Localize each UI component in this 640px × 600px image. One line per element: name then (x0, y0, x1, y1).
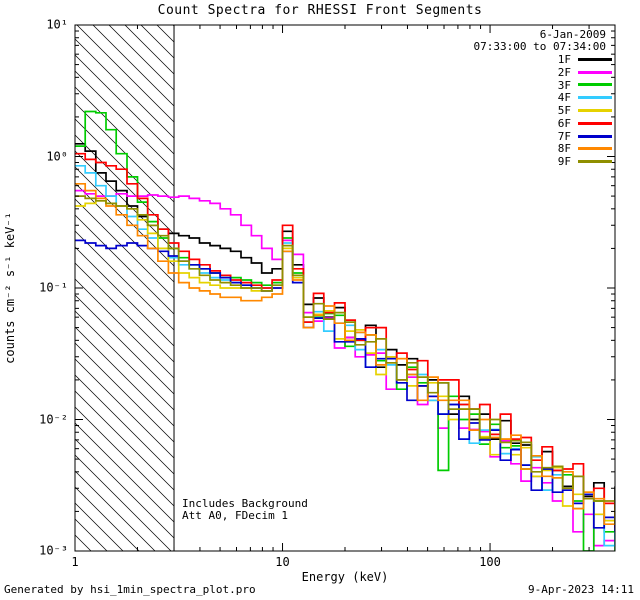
legend-item-6F: 6F (558, 117, 612, 130)
legend: 1F 2F 3F 4F 5F 6F 7F 8F 9F (558, 53, 612, 168)
legend-swatch (578, 160, 612, 164)
axes (74, 24, 616, 552)
observation-time-range: 07:33:00 to 07:34:00 (473, 40, 606, 53)
legend-item-7F: 7F (558, 130, 612, 143)
annotation-includes-background: Includes Background (182, 497, 308, 510)
legend-swatch (578, 96, 612, 100)
legend-item-1F: 1F (558, 53, 612, 66)
series-2F (75, 189, 615, 547)
legend-label: 6F (557, 116, 571, 130)
annotation-attenuator-state: Att A0, FDecim 1 (182, 509, 288, 522)
legend-label: 9F (557, 155, 571, 169)
legend-label: 1F (557, 52, 571, 66)
legend-item-3F: 3F (558, 79, 612, 92)
legend-label: 4F (557, 91, 571, 105)
legend-swatch (578, 121, 612, 125)
generation-timestamp: 9-Apr-2023 14:11 (528, 583, 634, 596)
legend-swatch (578, 57, 612, 61)
legend-label: 2F (557, 65, 571, 79)
chart-title: Count Spectra for RHESSI Front Segments (157, 3, 483, 18)
legend-label: 5F (557, 104, 571, 118)
generator-credit: Generated by hsi_1min_spectra_plot.pro (4, 583, 256, 596)
attenuated-region-hatch (75, 25, 175, 551)
legend-swatch (578, 109, 612, 113)
observation-date: 6-Jan-2009 (539, 28, 606, 41)
y-axis-label: counts cm⁻² s⁻¹ keV⁻¹ (3, 212, 17, 364)
legend-swatch (578, 134, 612, 138)
legend-label: 3F (557, 78, 571, 92)
legend-swatch (578, 147, 612, 151)
legend-item-8F: 8F (557, 142, 612, 156)
legend-label: 8F (557, 142, 571, 156)
legend-item-5F: 5F (558, 104, 612, 117)
legend-item-9F: 9F (558, 155, 612, 168)
legend-label: 7F (557, 129, 571, 143)
legend-item-4F: 4F (558, 91, 612, 104)
series-4F (75, 164, 615, 547)
legend-item-2F: 2F (558, 66, 612, 79)
spectra-series (75, 110, 615, 551)
x-axis-label: Energy (keV) (301, 570, 389, 584)
series-9F (75, 195, 615, 525)
series-8F (75, 182, 615, 526)
legend-swatch (578, 70, 612, 74)
legend-swatch (578, 83, 612, 87)
series-6F (75, 152, 615, 528)
